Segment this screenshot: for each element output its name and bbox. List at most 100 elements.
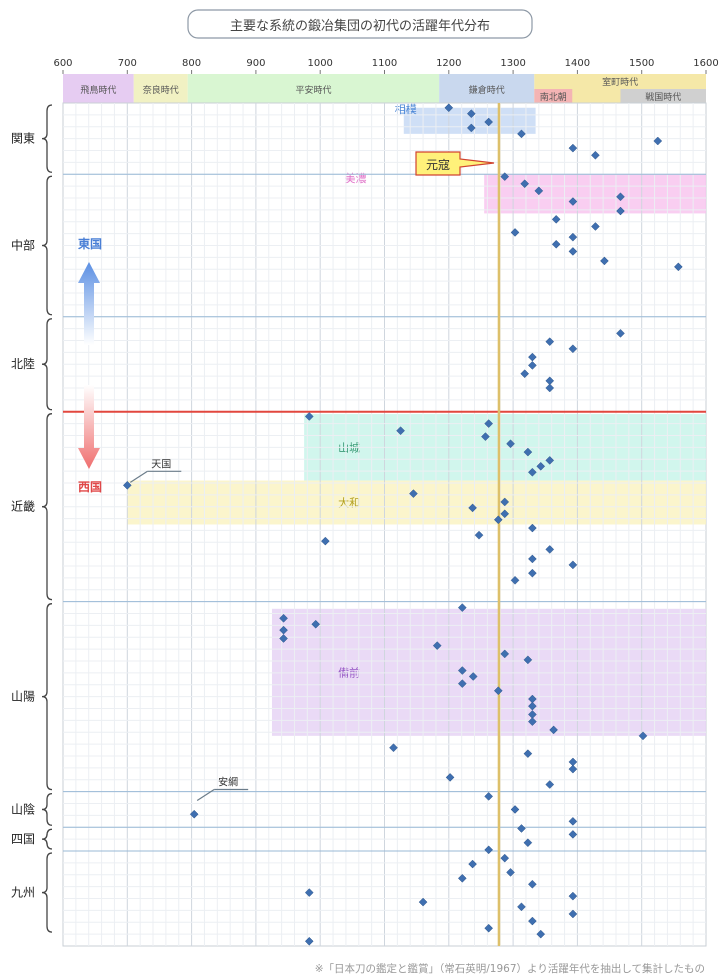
data-point-10 bbox=[534, 186, 544, 196]
data-point-2 bbox=[484, 117, 494, 127]
data-point-83 bbox=[523, 838, 533, 848]
data-point-72 bbox=[523, 749, 533, 759]
region-brace-1 bbox=[41, 175, 53, 316]
data-point-77 bbox=[484, 792, 494, 801]
x-tick-label: 1000 bbox=[307, 58, 332, 69]
region-brace-2 bbox=[41, 318, 53, 411]
x-tick-label: 1100 bbox=[372, 58, 397, 69]
data-point-86 bbox=[468, 859, 477, 869]
data-point-24 bbox=[568, 344, 578, 354]
x-tick-label: 1200 bbox=[436, 58, 461, 69]
x-tick-label: 1300 bbox=[500, 58, 525, 69]
data-point-75 bbox=[445, 773, 455, 782]
region-label-1: 中部 bbox=[11, 237, 35, 252]
data-point-97 bbox=[536, 929, 546, 939]
data-point-12 bbox=[616, 192, 625, 202]
era-label-0: 飛鳥時代 bbox=[80, 84, 116, 96]
region-label-3: 近畿 bbox=[11, 500, 35, 514]
data-point-32 bbox=[484, 419, 494, 428]
data-point-40 bbox=[409, 489, 418, 498]
annotation-label-1: 安綱 bbox=[218, 776, 238, 789]
school-band-4 bbox=[271, 608, 706, 736]
school-label-4: 備前 bbox=[338, 665, 360, 679]
data-point-16 bbox=[510, 228, 520, 237]
data-point-91 bbox=[568, 891, 578, 901]
era-block-3 bbox=[439, 74, 535, 103]
data-point-33 bbox=[481, 432, 490, 441]
era-block-2 bbox=[187, 74, 440, 103]
region-label-5: 山陰 bbox=[11, 802, 35, 816]
data-point-51 bbox=[528, 568, 537, 578]
x-tick-label: 900 bbox=[246, 58, 265, 69]
data-point-64 bbox=[493, 686, 503, 696]
data-point-21 bbox=[673, 262, 683, 272]
region-label-4: 山陽 bbox=[11, 690, 35, 704]
region-separators bbox=[63, 173, 706, 852]
x-tick-label: 600 bbox=[53, 58, 72, 69]
data-point-7 bbox=[653, 136, 663, 146]
data-point-57 bbox=[279, 634, 288, 643]
data-point-98 bbox=[304, 936, 314, 946]
east-arrow bbox=[78, 262, 100, 345]
region-label-6: 四国 bbox=[11, 832, 35, 846]
data-point-36 bbox=[545, 456, 555, 465]
data-points bbox=[122, 103, 683, 946]
data-point-18 bbox=[551, 239, 561, 249]
data-point-84 bbox=[484, 845, 494, 855]
region-brace-0 bbox=[41, 104, 53, 173]
data-point-44 bbox=[493, 515, 503, 525]
data-point-6 bbox=[591, 150, 600, 160]
region-label-0: 関東 bbox=[11, 132, 35, 146]
data-point-14 bbox=[551, 215, 561, 224]
region-brace-6 bbox=[41, 828, 53, 850]
data-point-85 bbox=[500, 853, 510, 863]
data-point-79 bbox=[189, 809, 199, 819]
data-point-92 bbox=[418, 897, 428, 907]
data-point-45 bbox=[528, 523, 537, 533]
data-point-60 bbox=[523, 655, 533, 665]
data-point-26 bbox=[528, 361, 537, 370]
data-point-76 bbox=[545, 780, 555, 789]
data-point-69 bbox=[549, 725, 558, 735]
era-block-1 bbox=[133, 74, 188, 103]
data-point-81 bbox=[517, 824, 526, 833]
east-label: 東国 bbox=[78, 236, 102, 251]
data-point-70 bbox=[638, 731, 648, 741]
data-point-88 bbox=[457, 873, 467, 883]
genko-flag bbox=[415, 151, 495, 176]
sub-era-block-0 bbox=[534, 89, 573, 103]
data-point-34 bbox=[506, 439, 515, 449]
data-point-30 bbox=[304, 412, 314, 421]
west-label: 西国 bbox=[78, 480, 102, 494]
data-point-74 bbox=[568, 764, 578, 774]
data-point-3 bbox=[466, 123, 476, 133]
data-point-11 bbox=[568, 197, 578, 206]
region-brace-5 bbox=[41, 792, 53, 826]
data-point-68 bbox=[528, 717, 537, 726]
era-label-1: 奈良時代 bbox=[143, 84, 179, 96]
data-point-87 bbox=[506, 868, 515, 877]
data-point-4 bbox=[517, 129, 526, 139]
data-point-48 bbox=[545, 545, 555, 554]
data-point-29 bbox=[545, 383, 555, 393]
data-point-53 bbox=[457, 603, 467, 612]
data-point-94 bbox=[568, 909, 578, 919]
data-point-39 bbox=[122, 480, 132, 490]
data-point-42 bbox=[468, 503, 477, 513]
data-point-80 bbox=[568, 816, 578, 826]
region-label-7: 九州 bbox=[11, 886, 35, 900]
data-point-17 bbox=[568, 232, 578, 242]
genko-marker: 元寇 bbox=[415, 103, 501, 946]
data-point-49 bbox=[528, 554, 537, 564]
region-brace-4 bbox=[41, 603, 53, 791]
footnote: ※「日本刀の鑑定と鑑賞」（常石英明/1967）より活躍年代を抽出して集計したもの bbox=[315, 962, 705, 975]
data-point-89 bbox=[528, 879, 537, 889]
sub-era-block-1 bbox=[620, 89, 706, 103]
title-frame bbox=[187, 9, 533, 39]
data-point-37 bbox=[536, 461, 546, 471]
